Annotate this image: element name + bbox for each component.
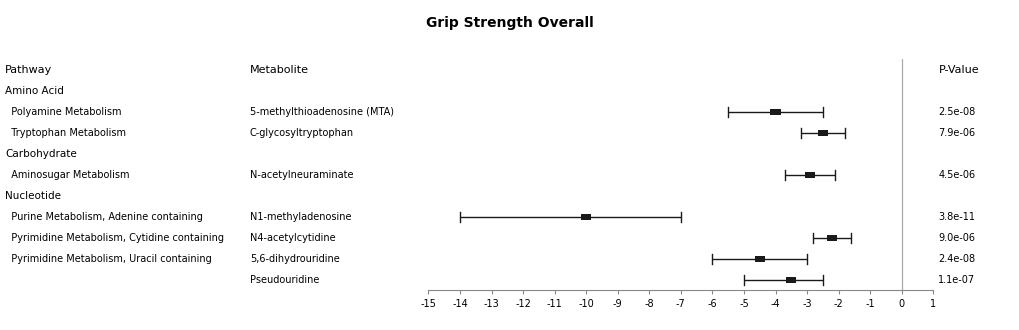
Text: Pyrimidine Metabolism, Cytidine containing: Pyrimidine Metabolism, Cytidine containi… (5, 233, 224, 243)
Text: Pyrimidine Metabolism, Uracil containing: Pyrimidine Metabolism, Uracil containing (5, 254, 212, 264)
Text: 9.0e-06: 9.0e-06 (937, 233, 974, 243)
Text: N1-methyladenosine: N1-methyladenosine (250, 212, 352, 222)
Text: Purine Metabolism, Adenine containing: Purine Metabolism, Adenine containing (5, 212, 203, 222)
Text: Pseudouridine: Pseudouridine (250, 275, 319, 285)
Text: 5-methylthioadenosine (MTA): 5-methylthioadenosine (MTA) (250, 107, 393, 117)
FancyBboxPatch shape (581, 214, 591, 220)
Text: 2.4e-08: 2.4e-08 (937, 254, 974, 264)
Text: 7.9e-06: 7.9e-06 (937, 128, 974, 138)
FancyBboxPatch shape (786, 277, 796, 283)
Text: 2.5e-08: 2.5e-08 (937, 107, 975, 117)
FancyBboxPatch shape (754, 255, 764, 262)
FancyBboxPatch shape (804, 172, 814, 178)
Text: Pathway: Pathway (5, 65, 52, 75)
Text: Metabolite: Metabolite (250, 65, 309, 75)
Text: Carbohydrate: Carbohydrate (5, 149, 76, 159)
Text: Aminosugar Metabolism: Aminosugar Metabolism (5, 170, 129, 180)
FancyBboxPatch shape (826, 235, 837, 241)
Text: Nucleotide: Nucleotide (5, 191, 61, 201)
Text: Amino Acid: Amino Acid (5, 86, 64, 96)
Text: 4.5e-06: 4.5e-06 (937, 170, 974, 180)
Text: N4-acetylcytidine: N4-acetylcytidine (250, 233, 335, 243)
Text: C-glycosyltryptophan: C-glycosyltryptophan (250, 128, 354, 138)
Text: P-Value: P-Value (937, 65, 978, 75)
Text: 5,6-dihydrouridine: 5,6-dihydrouridine (250, 254, 339, 264)
FancyBboxPatch shape (817, 130, 827, 136)
Text: N-acetylneuraminate: N-acetylneuraminate (250, 170, 353, 180)
Text: Grip Strength Overall: Grip Strength Overall (426, 16, 593, 30)
Text: Polyamine Metabolism: Polyamine Metabolism (5, 107, 121, 117)
Text: 3.8e-11: 3.8e-11 (937, 212, 974, 222)
Text: 1.1e-07: 1.1e-07 (937, 275, 974, 285)
Text: Tryptophan Metabolism: Tryptophan Metabolism (5, 128, 126, 138)
FancyBboxPatch shape (769, 109, 780, 115)
